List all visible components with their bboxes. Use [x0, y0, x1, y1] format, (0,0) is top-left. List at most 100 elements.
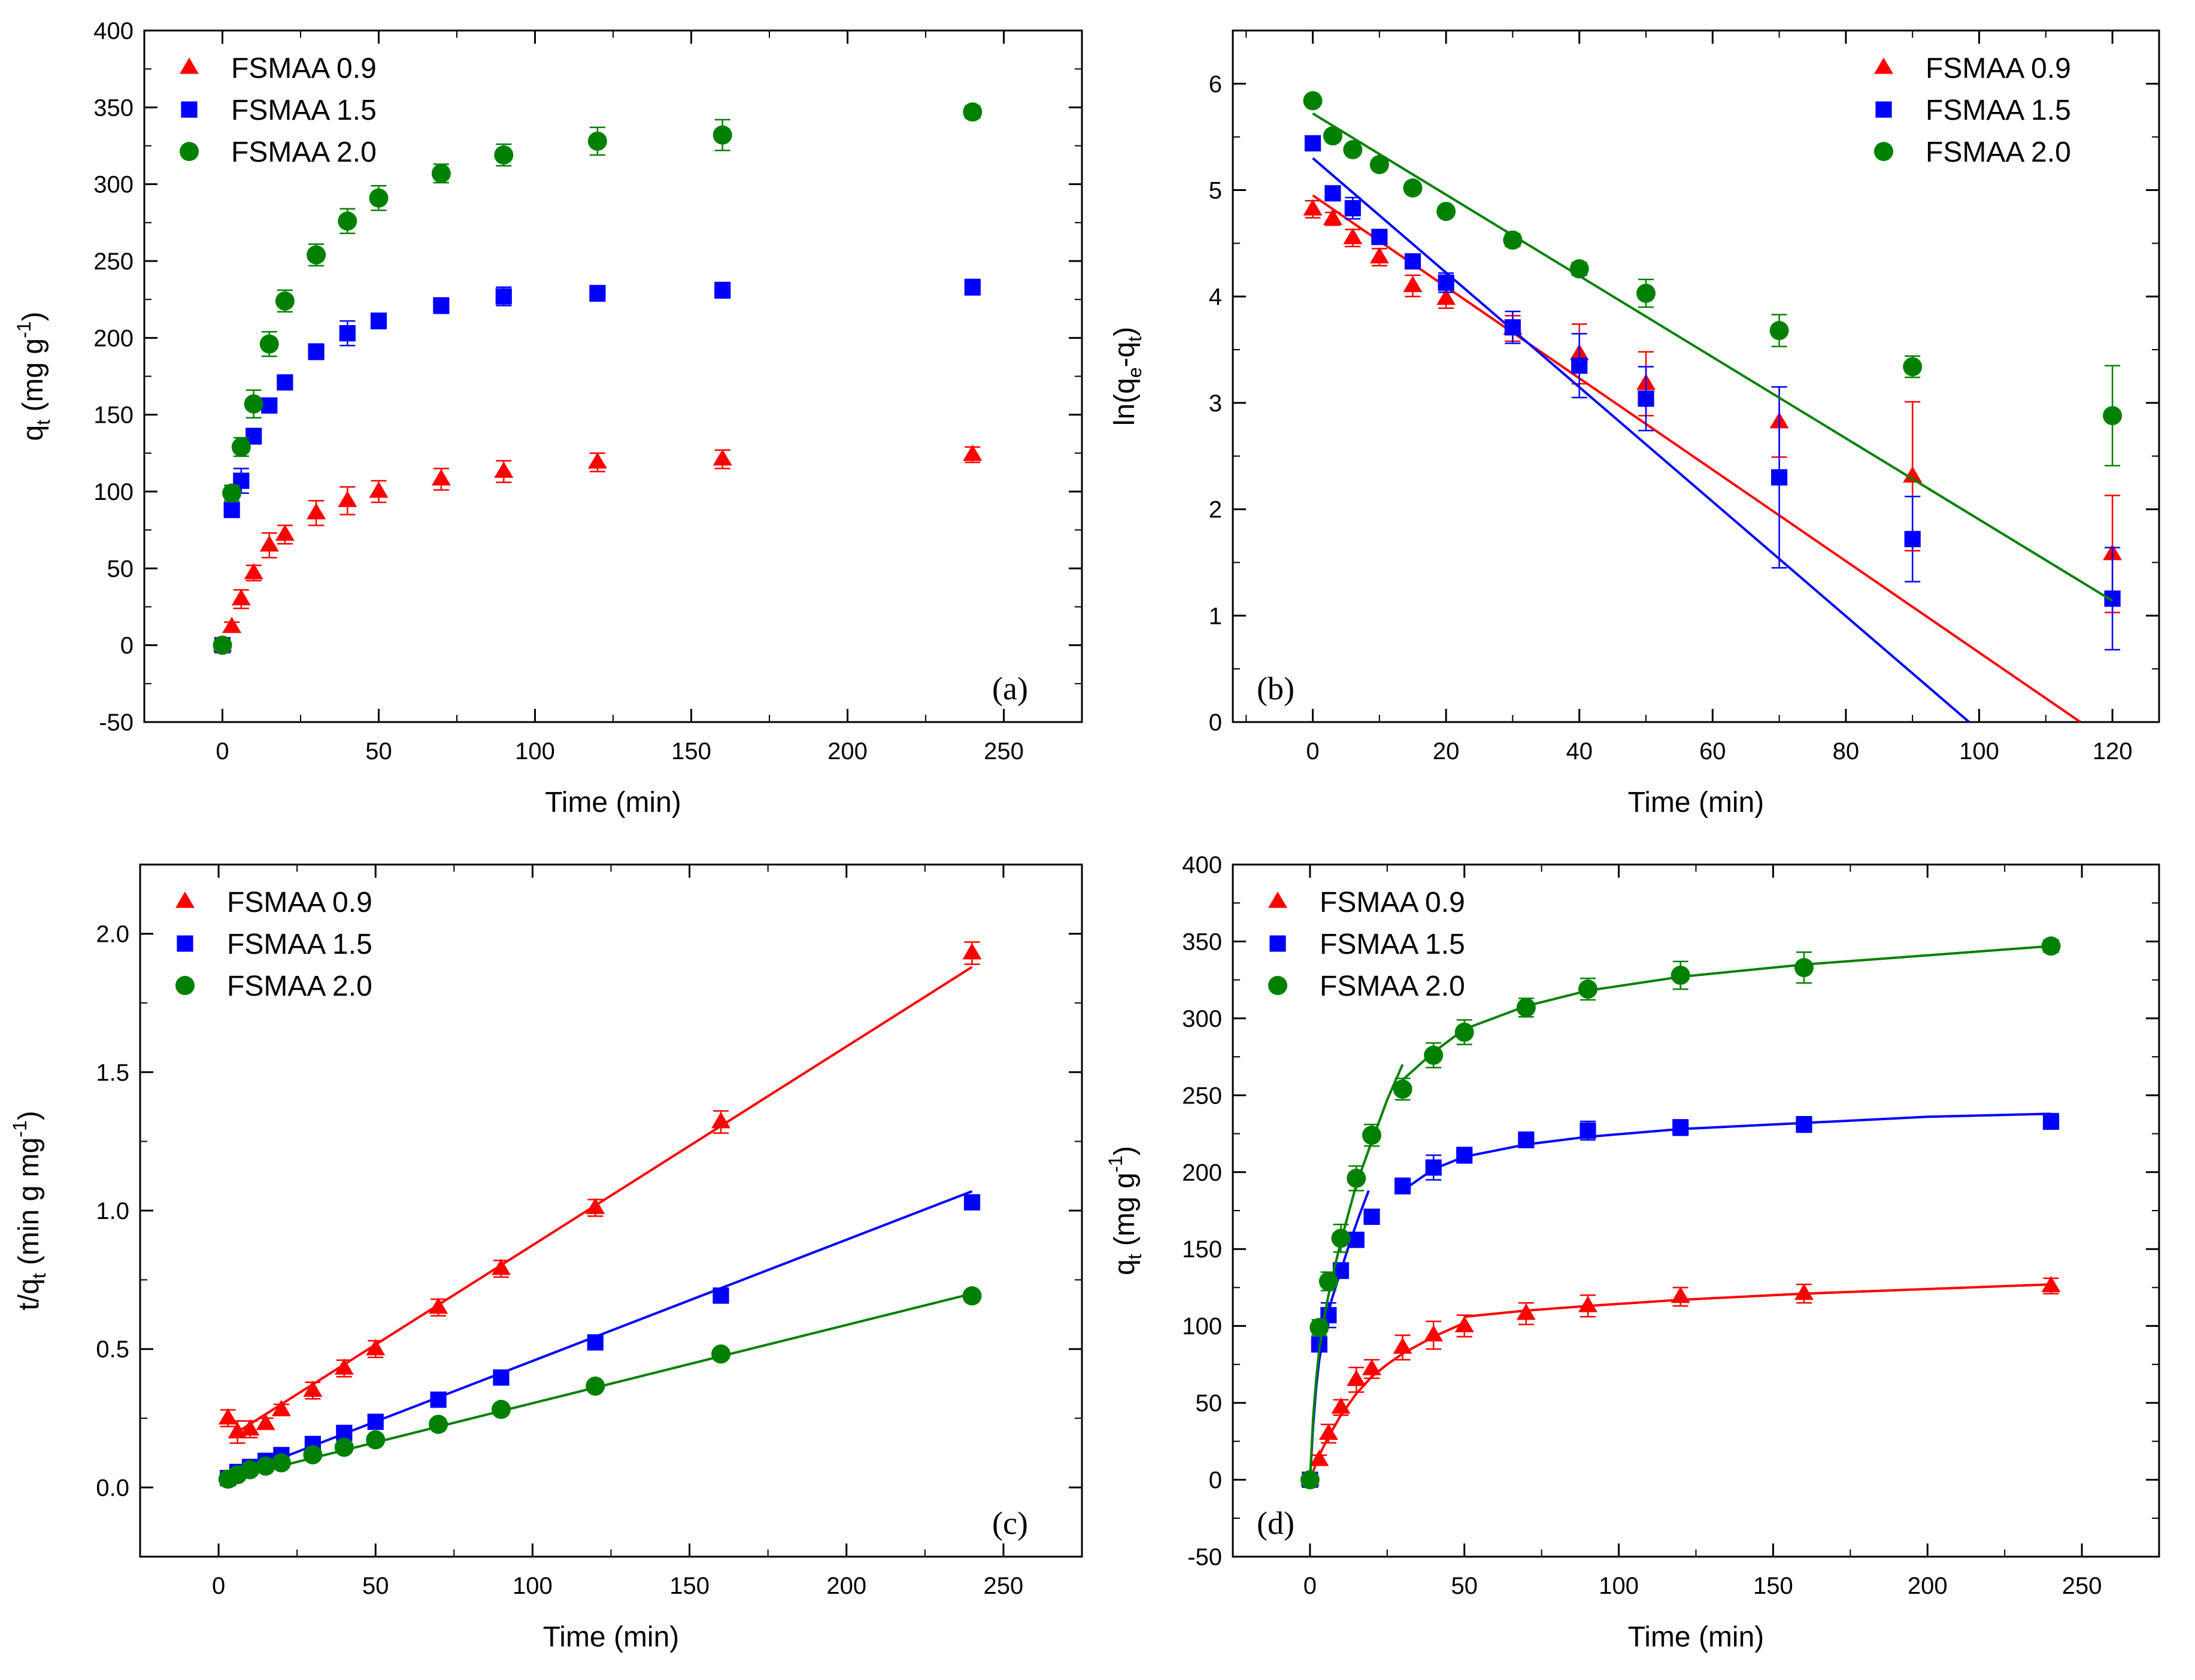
data-point: [1303, 199, 1323, 216]
data-point: [1571, 357, 1588, 374]
series-fsmaa-0-9: [213, 444, 983, 652]
data-point: [1904, 530, 1921, 547]
legend-label: FSMAA 1.5: [1926, 95, 2071, 126]
x-tick-label: 60: [1699, 738, 1726, 765]
data-point: [275, 291, 295, 311]
data-point: [240, 1460, 260, 1479]
data-point: [589, 285, 606, 302]
x-tick-label: 20: [1433, 738, 1460, 765]
fit-line-fsmaa-1-5: [1402, 1112, 2051, 1192]
panel-d: 0 50 100 150 200 250 -50 0 50 100 150 200 250 300 350 4…: [1105, 852, 2160, 1653]
data-point: [1516, 997, 1536, 1017]
fit-line-fsmaa-0-9: [1312, 194, 2081, 722]
y-tick-label: 0: [120, 633, 134, 659]
data-point: [1436, 288, 1456, 305]
data-point: [586, 1197, 605, 1214]
x-axis-label: Time (min): [543, 1621, 680, 1653]
legend-marker: [1268, 976, 1287, 995]
data-point: [1454, 1023, 1474, 1042]
data-point: [1324, 185, 1341, 202]
series-fsmaa-0-9: [218, 941, 982, 1444]
series-fsmaa-1-5: [220, 1190, 981, 1487]
data-point: [1769, 321, 1789, 341]
data-point: [430, 1391, 447, 1408]
data-point: [1579, 1122, 1596, 1139]
data-point: [369, 481, 389, 498]
data-point: [494, 145, 514, 165]
data-point: [1794, 1283, 1814, 1300]
data-point: [711, 1112, 731, 1129]
legend-marker: [1875, 101, 1892, 118]
legend-marker: [1874, 57, 1893, 74]
data-point: [334, 1358, 354, 1375]
data-point: [231, 437, 251, 457]
data-point: [1347, 1169, 1366, 1188]
data-point: [1438, 274, 1454, 291]
data-point: [244, 563, 263, 580]
series-fsmaa-0-9: [1303, 194, 2123, 722]
fit-line-fsmaa-0-9: [237, 966, 973, 1433]
data-point: [962, 943, 982, 960]
data-point: [1369, 154, 1389, 174]
x-tick-label: 0: [216, 738, 229, 765]
data-point: [1303, 91, 1323, 111]
legend-label: FSMAA 2.0: [227, 971, 372, 1002]
y-tick-label: 350: [1182, 929, 1222, 955]
x-axis-label: Time (min): [1628, 787, 1765, 818]
legend-marker: [180, 57, 199, 74]
x-tick-label: 100: [1959, 738, 1999, 765]
legend-marker: [181, 101, 198, 118]
y-tick-label: 6: [1209, 71, 1222, 98]
legend-marker: [1269, 935, 1286, 952]
legend: FSMAA 0.9 FSMAA 1.5 FSMAA 2.0: [180, 53, 377, 168]
y-tick-label: -50: [1187, 1544, 1222, 1570]
data-point: [1456, 1147, 1473, 1164]
x-tick-label: 100: [513, 1573, 553, 1599]
fit-line-fsmaa-0-9: [1464, 1283, 2051, 1318]
y-tick-label: 300: [93, 172, 134, 198]
y-tick-label: 400: [1182, 852, 1222, 878]
data-point: [275, 524, 295, 541]
panel-label: (b): [1257, 671, 1294, 706]
data-point: [1425, 1159, 1442, 1176]
y-tick-label: 100: [93, 479, 134, 505]
y-tick-label: 150: [93, 402, 134, 429]
data-point: [261, 397, 278, 414]
data-point: [1794, 958, 1814, 978]
data-point: [1670, 1287, 1690, 1303]
data-point: [1309, 1318, 1329, 1338]
x-tick-label: 80: [1833, 738, 1860, 765]
data-point: [366, 1430, 386, 1449]
legend-label: FSMAA 2.0: [231, 137, 377, 168]
data-point: [1363, 1208, 1380, 1225]
data-point: [2041, 936, 2061, 956]
legend-label: FSMAA 1.5: [1320, 929, 1465, 960]
legend-label: FSMAA 0.9: [1320, 887, 1465, 918]
data-point: [338, 490, 357, 507]
data-point: [1344, 200, 1361, 217]
data-point: [1424, 1045, 1444, 1065]
data-point: [1362, 1358, 1382, 1376]
x-axis-label: Time (min): [545, 787, 681, 818]
y-tick-label: 350: [93, 95, 134, 121]
y-tick-label: 250: [1182, 1082, 1222, 1109]
data-point: [433, 297, 450, 314]
y-tick-label: 150: [1182, 1236, 1222, 1263]
legend: FSMAA 0.9 FSMAA 1.5 FSMAA 2.0: [1874, 53, 2071, 168]
data-point: [259, 334, 279, 354]
y-axis-label: qt (mg g-1): [13, 311, 54, 441]
legend-label: FSMAA 1.5: [227, 929, 372, 960]
x-tick-label: 40: [1566, 738, 1593, 765]
data-point: [431, 469, 451, 486]
panel-b: 0 20 40 60 80 100 120 0 1 2 3 4 5 6 Time (min) ln(qe-qt…: [1109, 29, 2160, 818]
data-point: [222, 617, 242, 633]
data-point: [431, 163, 451, 183]
x-tick-label: 200: [827, 738, 868, 765]
data-point: [587, 452, 607, 469]
data-point: [1394, 1178, 1411, 1194]
data-point: [713, 1287, 729, 1304]
data-point: [1348, 1232, 1365, 1248]
data-point: [429, 1414, 448, 1434]
series-fsmaa-0-9: [1300, 1276, 2061, 1486]
